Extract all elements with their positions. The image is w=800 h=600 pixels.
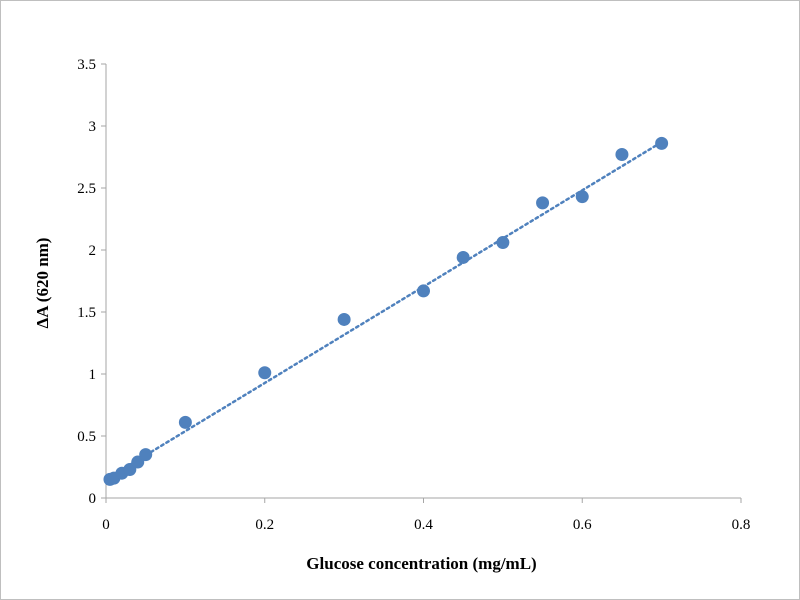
x-tick-label: 0.6 <box>573 517 592 533</box>
data-point <box>337 312 351 326</box>
data-point <box>615 148 629 162</box>
data-point <box>178 415 192 429</box>
y-ticks: 0 0.5 1 1.5 2 2.5 3 3.5 <box>77 57 106 507</box>
data-point <box>496 236 510 250</box>
data-point <box>655 136 669 150</box>
data-point <box>258 366 272 380</box>
trendline <box>108 140 663 479</box>
data-point <box>536 196 550 210</box>
data-point <box>139 448 153 462</box>
x-ticks: 0 0.2 0.4 0.6 0.8 <box>102 498 750 533</box>
data-point <box>456 250 470 264</box>
y-tick-label: 3.5 <box>77 57 96 73</box>
y-tick-label: 2 <box>89 243 97 259</box>
y-tick-label: 1.5 <box>77 305 96 321</box>
x-tick-label: 0.4 <box>414 517 433 533</box>
x-tick-label: 0 <box>102 517 110 533</box>
x-tick-label: 0.2 <box>255 517 274 533</box>
data-point <box>575 190 589 204</box>
y-tick-label: 3 <box>89 119 97 135</box>
y-tick-label: 0.5 <box>77 429 96 445</box>
y-tick-label: 0 <box>89 491 97 507</box>
x-tick-label: 0.8 <box>732 517 751 533</box>
data-point <box>417 284 430 298</box>
axes <box>105 64 741 499</box>
y-tick-label: 1 <box>89 367 97 383</box>
x-axis-title: Glucose concentration (mg/mL) <box>306 554 536 573</box>
y-tick-label: 2.5 <box>77 181 96 197</box>
y-axis-title: ΔA (620 nm) <box>33 238 52 329</box>
data-points <box>103 136 669 486</box>
